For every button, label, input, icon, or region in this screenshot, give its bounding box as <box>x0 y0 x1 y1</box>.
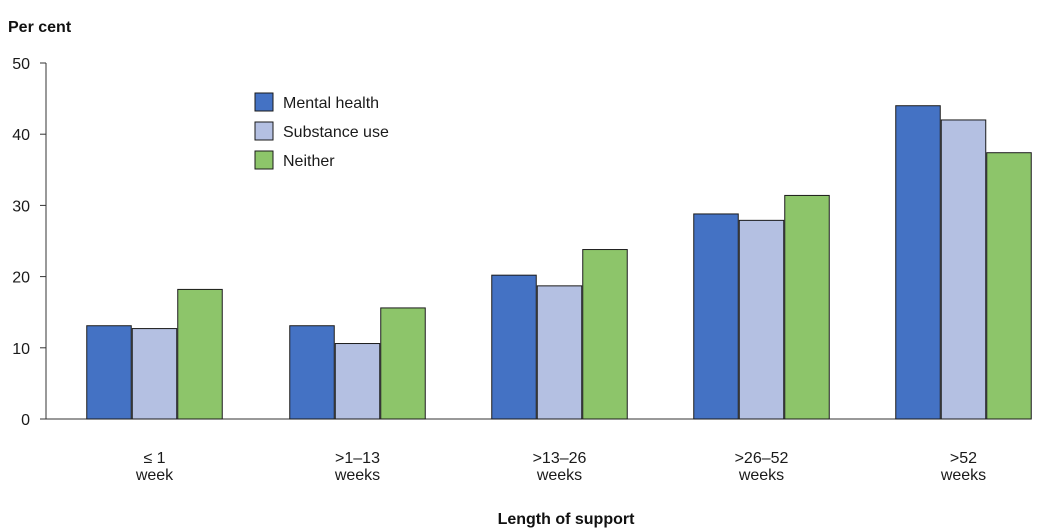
legend-label: Mental health <box>283 95 379 112</box>
bar-group <box>895 105 1032 420</box>
y-tick-label: 20 <box>12 270 30 287</box>
bar <box>177 288 223 420</box>
x-axis-title: Length of support <box>498 511 636 528</box>
bar <box>784 194 830 420</box>
bar <box>491 274 537 420</box>
y-tick-label: 10 <box>12 341 30 358</box>
x-tick-label: >52 weeks <box>940 450 986 484</box>
bars <box>86 105 1032 420</box>
legend-swatch <box>254 92 274 112</box>
x-tick-label: >1–13 weeks <box>334 450 380 484</box>
y-tick-label: 0 <box>21 412 30 429</box>
bar <box>940 119 987 420</box>
x-tick-label: >26–52 weeks <box>735 450 789 484</box>
bar <box>582 249 628 420</box>
legend-label: Substance use <box>283 124 389 141</box>
bar <box>334 343 381 420</box>
legend-item: Substance use <box>254 121 389 141</box>
x-tick-label: >13–26 weeks <box>533 450 587 484</box>
legend-swatch <box>254 121 274 141</box>
x-tick-labels: ≤ 1 week >1–13 weeks >13–26 weeks >26–52 weeks >… <box>135 450 986 484</box>
legend: Mental health Substance use Neither <box>254 92 389 170</box>
bar <box>986 152 1032 420</box>
x-tick-label: ≤ 1 week <box>135 450 174 484</box>
bar <box>738 219 785 420</box>
bar-group <box>491 249 628 420</box>
bar <box>86 325 132 420</box>
bar <box>693 213 739 420</box>
bar <box>895 105 941 420</box>
bar-group <box>289 307 426 420</box>
legend-item: Neither <box>254 150 335 170</box>
bar <box>289 325 335 420</box>
y-tick-label: 30 <box>12 198 30 215</box>
bar <box>131 328 178 420</box>
y-axis-title: Per cent <box>8 19 72 36</box>
bar-group <box>693 194 830 420</box>
bar-group <box>86 288 223 420</box>
bar <box>380 307 426 420</box>
y-tick-label: 40 <box>12 127 30 144</box>
legend-item: Mental health <box>254 92 379 112</box>
legend-label: Neither <box>283 153 335 170</box>
legend-swatch <box>254 150 274 170</box>
y-tick-label: 50 <box>12 56 30 73</box>
bar <box>536 285 583 420</box>
